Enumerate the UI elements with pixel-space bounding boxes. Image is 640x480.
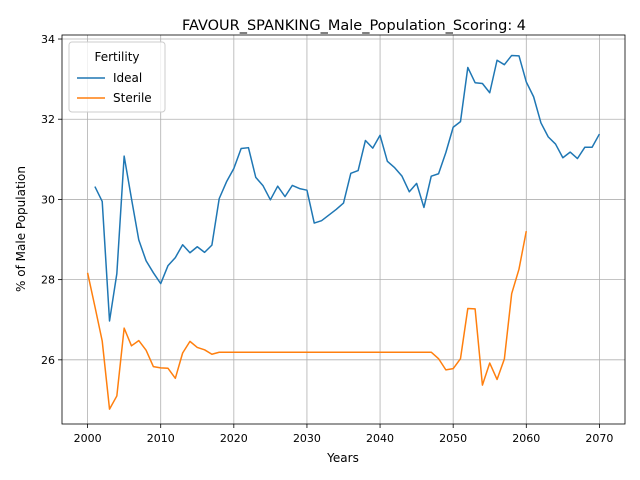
legend-label-ideal: Ideal <box>113 71 142 85</box>
x-axis-ticks: 2000 2010 2020 2030 2040 2050 2060 2070 <box>74 424 613 445</box>
x-tick-label: 2020 <box>220 432 248 445</box>
y-axis-label: % of Male Population <box>14 166 28 292</box>
x-tick-label: 2030 <box>293 432 321 445</box>
series-line-sterile <box>86 230 528 410</box>
x-tick-label: 2070 <box>585 432 613 445</box>
y-tick-label: 30 <box>41 193 55 206</box>
legend-title: Fertility <box>94 50 139 64</box>
grid <box>62 35 625 424</box>
series-lines <box>86 54 601 410</box>
y-tick-label: 26 <box>41 354 55 367</box>
x-tick-label: 2010 <box>147 432 175 445</box>
x-tick-label: 2060 <box>512 432 540 445</box>
legend-box <box>68 41 166 113</box>
x-axis-label: Years <box>326 451 359 465</box>
y-tick-label: 28 <box>41 274 55 287</box>
plot-frame <box>61 34 626 425</box>
y-tick-label: 34 <box>41 33 55 46</box>
y-axis-ticks: 26 28 30 32 34 <box>41 33 62 367</box>
series-line-ideal <box>94 54 601 322</box>
legend-label-sterile: Sterile <box>113 91 152 105</box>
chart-title: FAVOUR_SPANKING_Male_Population_Scoring:… <box>182 18 526 34</box>
x-tick-label: 2000 <box>74 432 102 445</box>
y-tick-label: 32 <box>41 113 55 126</box>
x-tick-label: 2040 <box>366 432 394 445</box>
x-tick-label: 2050 <box>439 432 467 445</box>
legend: Fertility Ideal Sterile <box>68 41 166 113</box>
